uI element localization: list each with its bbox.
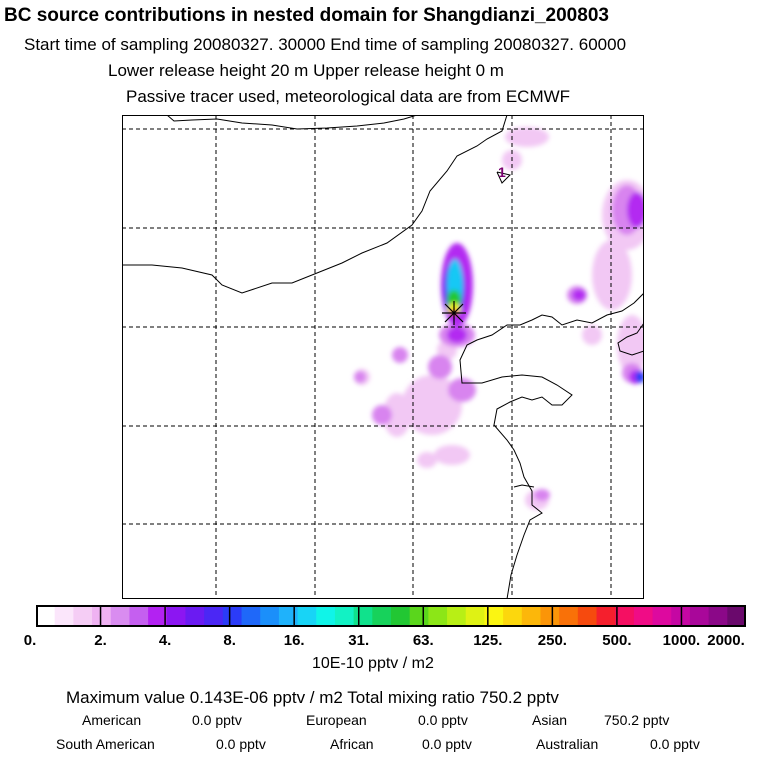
colorbar-tick-label: 2000.: [707, 632, 745, 649]
coastline-boundaries: [122, 115, 644, 599]
colorbar-swatch: [73, 605, 93, 627]
colorbar-tick-label: 16.: [283, 632, 305, 649]
region-value-australian: 0.0 pptv: [650, 736, 700, 752]
map-gridlines: [122, 115, 644, 599]
colorbar-swatch: [110, 605, 130, 627]
colorbar-swatch: [36, 605, 56, 627]
colorbar-tick-label: 1000.: [662, 632, 701, 649]
colorbar: [36, 605, 746, 627]
region-label-australian: Australian: [536, 736, 599, 752]
map-panel: 1: [122, 115, 644, 599]
colorbar-tick-label: 4.: [158, 632, 172, 649]
colorbar-tick-label: 125.: [473, 632, 503, 649]
colorbar-swatch: [559, 605, 579, 627]
region-value-south-american: 0.0 pptv: [216, 736, 266, 752]
colorbar-swatch: [596, 605, 616, 627]
region-label-european: European: [306, 712, 367, 728]
colorbar-swatch: [260, 605, 280, 627]
colorbar-tick-label: 63.: [412, 632, 434, 649]
colorbar-swatch: [521, 605, 541, 627]
region-value-european: 0.0 pptv: [418, 712, 468, 728]
colorbar-swatch: [185, 605, 205, 627]
region-value-african: 0.0 pptv: [422, 736, 472, 752]
region-label-american: American: [82, 712, 142, 728]
colorbar-swatch: [204, 605, 224, 627]
colorbar-swatch: [316, 605, 336, 627]
colorbar-tick-label: 8.: [223, 632, 236, 649]
max-value-line: Maximum value 0.143E-06 pptv / m2 Total …: [66, 688, 559, 707]
colorbar-swatch: [372, 605, 392, 627]
colorbar-swatch: [633, 605, 654, 627]
colorbar-swatch: [465, 605, 485, 627]
colorbar-swatch: [577, 605, 598, 627]
colorbar-swatch: [652, 605, 672, 627]
colorbar-swatch: [166, 605, 186, 627]
colorbar-swatch: [615, 605, 635, 627]
colorbar-swatch: [708, 605, 728, 627]
colorbar-swatch: [297, 605, 317, 627]
colorbar-tick-label: 500.: [602, 632, 632, 649]
region-value-american: 0.0 pptv: [192, 712, 242, 728]
colorbar-tick-label: 31.: [348, 632, 370, 649]
colorbar-frame: [36, 605, 746, 627]
release-heights: Lower release height 20 m Upper release …: [108, 61, 504, 80]
region-value-asian: 750.2 pptv: [604, 712, 670, 728]
colorbar-swatch: [540, 605, 560, 627]
colorbar-swatch: [334, 605, 355, 627]
contour-label: 1: [498, 164, 506, 180]
colorbar-swatch: [409, 605, 429, 627]
sampling-times: Start time of sampling 20080327. 30000 E…: [24, 35, 627, 54]
region-label-african: African: [330, 736, 374, 752]
colorbar-swatch: [391, 605, 411, 627]
colorbar-swatch: [241, 605, 261, 627]
map-frame: [122, 115, 644, 599]
colorbar-tick-label: 2.: [94, 632, 107, 649]
colorbar-swatch: [503, 605, 523, 627]
colorbar-swatch: [353, 605, 373, 627]
plot-title: BC source contributions in nested domain…: [4, 5, 609, 26]
colorbar-swatch: [428, 605, 448, 627]
colorbar-swatch: [92, 605, 112, 627]
colorbar-tick-label: 250.: [537, 632, 567, 649]
colorbar-swatch: [222, 605, 243, 627]
colorbar-swatch: [689, 605, 710, 627]
colorbar-swatch: [447, 605, 467, 627]
receptor-star-icon: [442, 301, 466, 325]
region-label-south-american: South American: [56, 736, 155, 752]
tracer-note: Passive tracer used, meteorological data…: [126, 87, 571, 106]
colorbar-swatch: [129, 605, 149, 627]
colorbar-swatch: [484, 605, 504, 627]
colorbar-tick-label: 0.: [23, 632, 37, 649]
region-label-asian: Asian: [532, 712, 568, 728]
colorbar-swatch: [727, 605, 746, 627]
colorbar-swatch: [278, 605, 299, 627]
colorbar-unit: 10E-10 pptv / m2: [312, 655, 434, 672]
colorbar-swatch: [54, 605, 74, 627]
colorbar-swatch: [148, 605, 168, 627]
